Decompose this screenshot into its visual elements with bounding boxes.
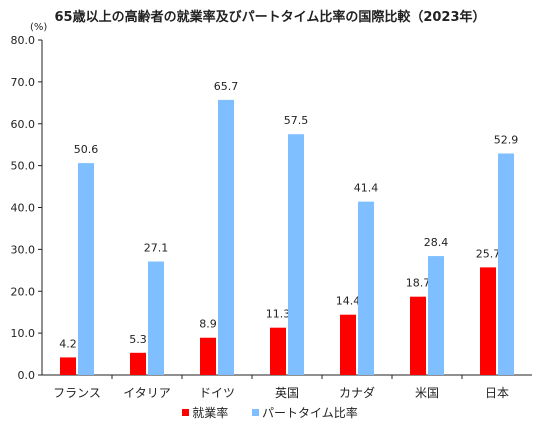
data-label-parttime: 27.1 — [144, 242, 169, 255]
chart-title: 65歳以上の高齢者の就業率及びパートタイム比率の国際比較（2023年） — [54, 10, 486, 25]
y-tick-label: 20.0 — [11, 285, 36, 298]
data-label-parttime: 65.7 — [214, 80, 239, 93]
bar-employment — [130, 352, 146, 375]
legend: 就業率 パートタイム比率 — [0, 404, 540, 421]
x-category-label: ドイツ — [199, 386, 235, 400]
x-category-label: カナダ — [339, 385, 375, 400]
y-tick-label: 80.0 — [11, 34, 36, 47]
data-label-parttime: 52.9 — [494, 133, 519, 146]
x-category-label: 米国 — [415, 386, 439, 400]
bar-parttime — [218, 99, 234, 375]
legend-label-parttime: パートタイム比率 — [262, 406, 358, 420]
bar-employment — [340, 314, 356, 375]
bar-employment — [60, 357, 76, 375]
x-category-label: 英国 — [275, 386, 299, 400]
data-label-employment: 18.7 — [406, 277, 431, 290]
bar-employment — [270, 327, 286, 375]
x-category-label: イタリア — [123, 386, 171, 400]
bar-parttime — [78, 163, 94, 375]
data-label-employment: 14.4 — [336, 295, 361, 308]
legend-label-employment: 就業率 — [192, 406, 229, 420]
bar-parttime — [358, 201, 374, 375]
bar-employment — [480, 267, 496, 375]
bar-parttime — [288, 134, 304, 375]
y-tick-label: 70.0 — [11, 76, 36, 89]
legend-swatch-parttime — [252, 409, 260, 416]
data-label-employment: 4.2 — [59, 337, 77, 350]
data-label-employment: 25.7 — [476, 247, 501, 260]
bar-parttime — [498, 153, 514, 375]
y-tick-label: 0.0 — [18, 369, 36, 382]
bar-employment — [410, 296, 426, 375]
bar-parttime — [428, 256, 444, 375]
data-label-employment: 5.3 — [129, 333, 147, 346]
legend-item-parttime: パートタイム比率 — [252, 404, 358, 421]
y-axis-unit: (%) — [30, 22, 48, 33]
data-label-employment: 8.9 — [199, 318, 217, 331]
x-category-label: 日本 — [485, 386, 509, 400]
y-tick-label: 50.0 — [11, 160, 36, 173]
y-tick-label: 60.0 — [11, 118, 36, 131]
y-tick-label: 40.0 — [11, 202, 36, 215]
data-label-parttime: 28.4 — [424, 236, 449, 249]
legend-item-employment: 就業率 — [182, 404, 228, 421]
data-label-parttime: 50.6 — [74, 143, 99, 156]
bar-parttime — [148, 261, 164, 375]
data-label-parttime: 57.5 — [284, 114, 309, 127]
data-label-employment: 11.3 — [266, 308, 291, 321]
y-tick-label: 10.0 — [11, 327, 36, 340]
legend-swatch-employment — [182, 409, 190, 416]
x-category-label: フランス — [53, 386, 101, 400]
bar-employment — [200, 337, 216, 375]
y-tick-label: 30.0 — [11, 243, 36, 256]
data-label-parttime: 41.4 — [354, 182, 379, 195]
